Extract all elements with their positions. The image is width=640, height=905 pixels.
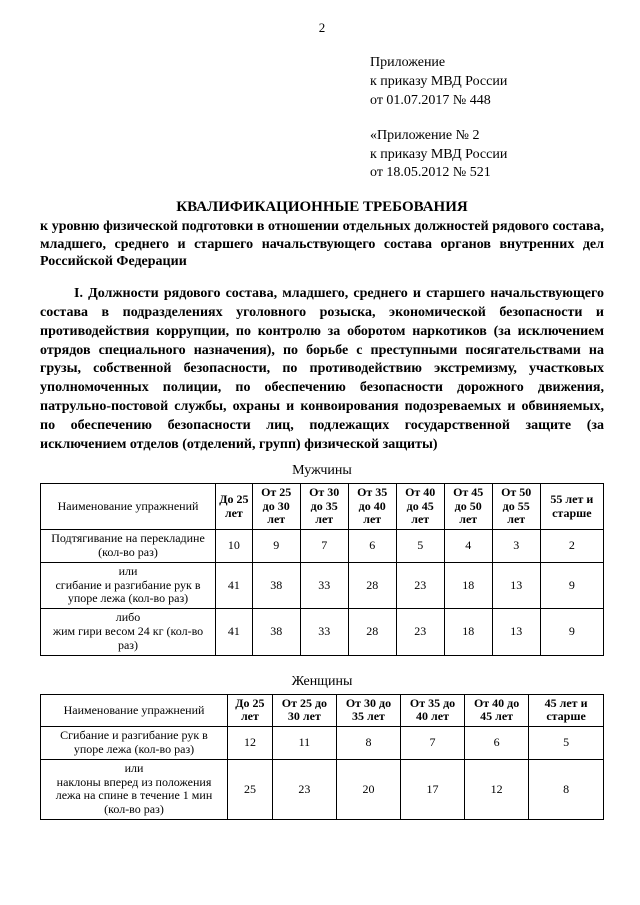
- cell: 6: [465, 727, 529, 760]
- exercise-name: илинаклоны вперед из положения лежа на с…: [41, 759, 228, 819]
- cell: 23: [396, 609, 444, 655]
- page-number: 2: [40, 20, 604, 36]
- cell: 7: [401, 727, 465, 760]
- cell: 5: [529, 727, 604, 760]
- appendix-2: «Приложение № 2 к приказу МВД России от …: [370, 127, 604, 184]
- cell: 9: [540, 562, 603, 608]
- cell: 17: [401, 759, 465, 819]
- cell: 4: [444, 530, 492, 563]
- table-header-row: Наименование упражнений До 25 лет От 25 …: [41, 694, 604, 727]
- exercise-name: илисгибание и разгибание рук в упоре леж…: [41, 562, 216, 608]
- cell: 18: [444, 609, 492, 655]
- cell: 2: [540, 530, 603, 563]
- cell: 7: [300, 530, 348, 563]
- cell: 18: [444, 562, 492, 608]
- section-1: I. Должности рядового состава, младшего,…: [40, 285, 604, 455]
- col-exercise: Наименование упражнений: [41, 483, 216, 529]
- exercise-name: Подтягивание на перекладине (кол-во раз): [41, 530, 216, 563]
- table-row: илинаклоны вперед из положения лежа на с…: [41, 759, 604, 819]
- col-exercise: Наименование упражнений: [41, 694, 228, 727]
- cell: 10: [216, 530, 253, 563]
- cell: 8: [529, 759, 604, 819]
- appendix-2-l3: от 18.05.2012 № 521: [370, 164, 604, 183]
- document-title: КВАЛИФИКАЦИОННЫЕ ТРЕБОВАНИЯ: [40, 199, 604, 216]
- female-caption: Женщины: [40, 674, 604, 690]
- cell: 12: [465, 759, 529, 819]
- female-table: Наименование упражнений До 25 лет От 25 …: [40, 694, 604, 820]
- exercise-name: либожим гири весом 24 кг (кол-во раз): [41, 609, 216, 655]
- col-age: До 25 лет: [216, 483, 253, 529]
- col-age: От 40 до 45 лет: [465, 694, 529, 727]
- cell: 9: [540, 609, 603, 655]
- cell: 12: [228, 727, 273, 760]
- cell: 20: [336, 759, 400, 819]
- col-age: От 45 до 50 лет: [444, 483, 492, 529]
- cell: 5: [396, 530, 444, 563]
- table-row: илисгибание и разгибание рук в упоре леж…: [41, 562, 604, 608]
- cell: 8: [336, 727, 400, 760]
- col-age: 55 лет и старше: [540, 483, 603, 529]
- table-row: Подтягивание на перекладине (кол-во раз)…: [41, 530, 604, 563]
- cell: 9: [252, 530, 300, 563]
- cell: 3: [492, 530, 540, 563]
- exercise-name: Сгибание и разгибание рук в упоре лежа (…: [41, 727, 228, 760]
- appendix-1-l1: Приложение: [370, 54, 604, 73]
- cell: 23: [272, 759, 336, 819]
- document-subtitle: к уровню физической подготовки в отношен…: [40, 218, 604, 271]
- male-table: Наименование упражнений До 25 лет От 25 …: [40, 483, 604, 656]
- cell: 28: [348, 609, 396, 655]
- cell: 11: [272, 727, 336, 760]
- cell: 25: [228, 759, 273, 819]
- cell: 13: [492, 562, 540, 608]
- col-age: От 30 до 35 лет: [300, 483, 348, 529]
- table-row: Сгибание и разгибание рук в упоре лежа (…: [41, 727, 604, 760]
- col-age: До 25 лет: [228, 694, 273, 727]
- cell: 41: [216, 609, 253, 655]
- cell: 41: [216, 562, 253, 608]
- cell: 38: [252, 562, 300, 608]
- cell: 28: [348, 562, 396, 608]
- col-age: От 30 до 35 лет: [336, 694, 400, 727]
- cell: 13: [492, 609, 540, 655]
- cell: 6: [348, 530, 396, 563]
- col-age: 45 лет и старше: [529, 694, 604, 727]
- col-age: От 40 до 45 лет: [396, 483, 444, 529]
- appendix-2-l2: к приказу МВД России: [370, 146, 604, 165]
- appendix-1: Приложение к приказу МВД России от 01.07…: [370, 54, 604, 111]
- col-age: От 35 до 40 лет: [401, 694, 465, 727]
- male-caption: Мужчины: [40, 463, 604, 479]
- table-row: либожим гири весом 24 кг (кол-во раз) 41…: [41, 609, 604, 655]
- col-age: От 25 до 30 лет: [272, 694, 336, 727]
- col-age: От 25 до 30 лет: [252, 483, 300, 529]
- col-age: От 35 до 40 лет: [348, 483, 396, 529]
- appendix-1-l3: от 01.07.2017 № 448: [370, 92, 604, 111]
- appendix-1-l2: к приказу МВД России: [370, 73, 604, 92]
- col-age: От 50 до 55 лет: [492, 483, 540, 529]
- cell: 38: [252, 609, 300, 655]
- cell: 23: [396, 562, 444, 608]
- cell: 33: [300, 562, 348, 608]
- table-header-row: Наименование упражнений До 25 лет От 25 …: [41, 483, 604, 529]
- cell: 33: [300, 609, 348, 655]
- appendix-2-l1: «Приложение № 2: [370, 127, 604, 146]
